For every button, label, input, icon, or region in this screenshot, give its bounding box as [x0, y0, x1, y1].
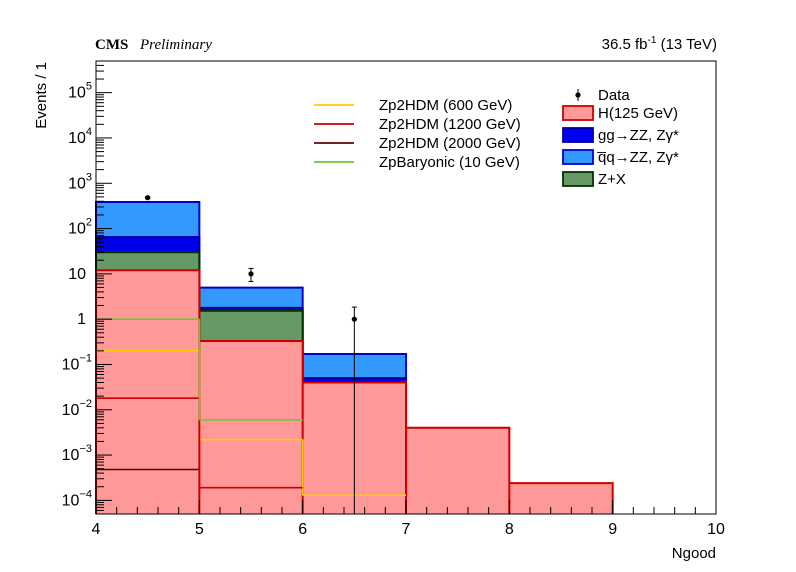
data-point: [351, 316, 357, 322]
y-tick-label: 10−1: [62, 352, 92, 373]
legend-label: H(125 GeV): [598, 105, 678, 122]
legend-label: gg→ZZ, Zγ*: [598, 127, 679, 144]
data-point: [248, 271, 254, 277]
x-tick-label: 5: [195, 521, 204, 538]
y-tick-label: 104: [68, 126, 92, 147]
data-points: [145, 195, 357, 515]
legend-label: Zp2HDM (600 GeV): [379, 97, 512, 114]
y-tick-label: 10: [68, 266, 86, 283]
data-point: [145, 195, 151, 201]
stack-bar: [509, 483, 613, 514]
legend-data-marker: [575, 92, 581, 98]
stacked-histogram: [95, 201, 614, 514]
x-tick-label: 7: [402, 521, 411, 538]
x-tick-label: 4: [92, 521, 101, 538]
experiment-label: CMS: [95, 37, 128, 53]
legend-swatch: [562, 149, 594, 165]
x-tick-label: 10: [707, 521, 725, 538]
x-tick-label: 8: [505, 521, 514, 538]
stack-bar: [96, 270, 200, 514]
x-axis-label: Ngood: [672, 545, 716, 562]
y-tick-label: 10−2: [62, 398, 92, 419]
y-tick-label: 1: [77, 311, 86, 328]
stack-bar: [406, 427, 510, 514]
stack-bar: [199, 340, 303, 514]
signal-histograms: [96, 318, 406, 497]
y-tick-label: 10−3: [62, 443, 92, 464]
y-tick-label: 102: [68, 217, 92, 238]
legend-swatch: [562, 171, 594, 187]
signal-legend: Zp2HDM (600 GeV) Zp2HDM (1200 GeV) Zp2HDM …: [314, 97, 521, 171]
axis-ticks: 4 5 6 7 8 9 10 10−4 10−3 10−2 10−1 1 10 102 103 104 105: [62, 60, 725, 538]
y-tick-label: 105: [68, 81, 92, 102]
status-label: Preliminary: [139, 37, 212, 53]
legend-label: ZpBaryonic (10 GeV): [379, 154, 520, 171]
legend-label: Data: [598, 87, 630, 104]
signal-line: [96, 318, 303, 421]
y-axis-label: Events / 1: [33, 62, 50, 129]
legend-label: Zp2HDM (1200 GeV): [379, 116, 521, 133]
x-tick-label: 9: [608, 521, 617, 538]
legend-label: Zp2HDM (2000 GeV): [379, 135, 521, 152]
luminosity-label: 36.5 fb-1 (13 TeV): [602, 35, 717, 53]
legend-label: q̅q→ZZ, Zγ*: [597, 149, 679, 166]
legend-swatch: [562, 105, 594, 121]
y-tick-label: 10−4: [62, 488, 92, 509]
y-tick-label: 103: [68, 171, 92, 192]
x-tick-label: 6: [298, 521, 307, 538]
legend-swatch: [562, 127, 594, 143]
legend-label: Z+X: [598, 171, 626, 188]
